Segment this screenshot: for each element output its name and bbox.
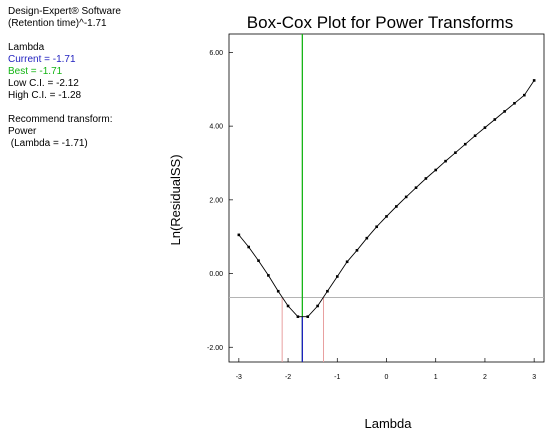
data-point [444, 159, 447, 163]
x-tick-label: 3 [532, 374, 536, 381]
recommended-lambda: (Lambda = -1.71) [8, 138, 88, 149]
data-point [276, 289, 280, 293]
x-tick-label: 2 [483, 374, 487, 381]
info-panel: Design-Expert® Software (Retention time)… [8, 6, 121, 150]
data-point [326, 289, 329, 293]
data-point [523, 93, 526, 97]
data-point [247, 245, 250, 249]
lambda-header: Lambda [8, 42, 45, 53]
data-point [267, 274, 270, 277]
y-tick-label: 6.00 [209, 50, 223, 57]
plot-frame [228, 33, 545, 363]
data-point [463, 142, 467, 146]
recommended-transform: Power [8, 126, 37, 137]
data-point [286, 304, 290, 308]
data-point [385, 215, 388, 218]
data-point [257, 259, 260, 262]
data-point [493, 118, 497, 121]
data-point [424, 177, 428, 180]
recommend-label: Recommend transform: [8, 114, 113, 125]
data-point [365, 236, 369, 240]
data-point [395, 205, 398, 208]
y-tick-label: 4.00 [209, 124, 223, 131]
chart-title: Box-Cox Plot for Power Transforms [247, 13, 513, 32]
data-point [434, 168, 438, 172]
x-tick-label: -2 [285, 374, 291, 381]
y-tick-label: 0.00 [209, 271, 223, 278]
data-point [483, 126, 487, 129]
data-point [513, 101, 516, 105]
data-point [316, 304, 319, 308]
data-point [345, 260, 349, 264]
data-point [237, 233, 241, 237]
data-point [306, 315, 310, 318]
data-point [454, 151, 457, 154]
low-ci: Low C.I. = -2.12 [8, 78, 79, 89]
data-point [296, 315, 300, 318]
best-lambda: Best = -1.71 [8, 66, 63, 77]
data-point [335, 275, 339, 278]
data-point [503, 110, 506, 113]
data-point [404, 195, 408, 199]
x-tick-label: 1 [434, 374, 438, 381]
y-tick-label: -2.00 [207, 345, 223, 352]
response-transform: (Retention time)^-1.71 [8, 18, 107, 29]
x-tick-label: -1 [334, 374, 340, 381]
x-tick-label: 0 [385, 374, 389, 381]
software-name: Design-Expert® Software [8, 6, 121, 17]
data-point [414, 186, 418, 189]
series-line [238, 80, 535, 318]
data-point [532, 79, 536, 82]
data-point [355, 249, 359, 252]
current-lambda: Current = -1.71 [8, 54, 76, 65]
data-point [375, 225, 378, 229]
x-tick-label: -3 [236, 374, 242, 381]
y-axis-title: Ln(ResidualSS) [168, 154, 183, 245]
x-axis-title: Lambda [365, 416, 413, 431]
plot-area: -2.00 0.00 2.00 4.00 6.00 -3 -2 -1 0 1 2 3 [207, 33, 545, 381]
high-ci: High C.I. = -1.28 [8, 90, 82, 101]
y-tick-label: 2.00 [209, 197, 223, 204]
data-point [473, 134, 477, 138]
